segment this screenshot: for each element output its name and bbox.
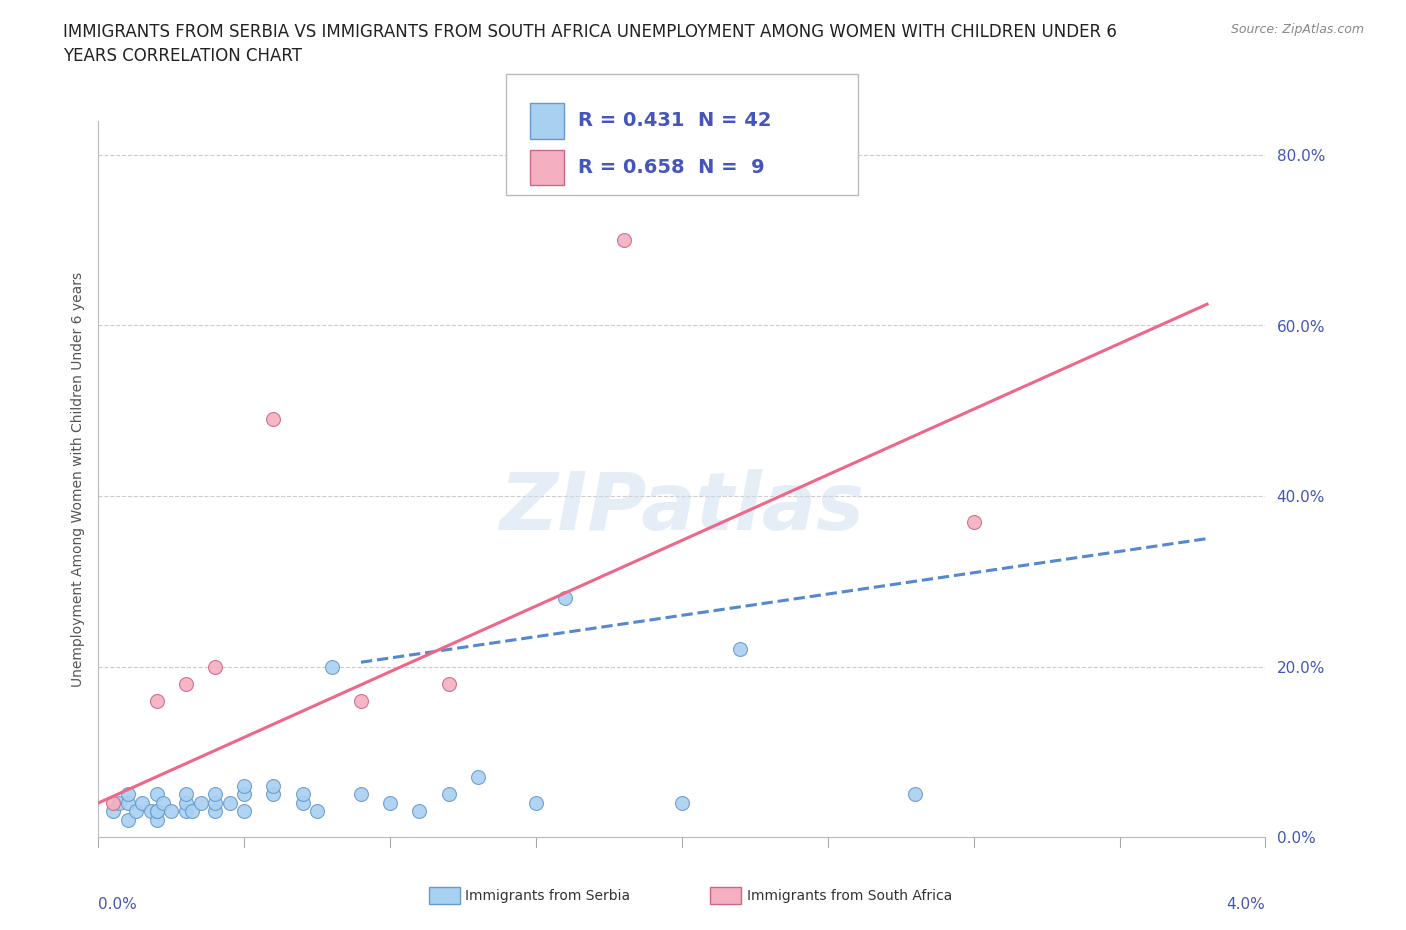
Point xyxy=(204,804,226,819)
Point xyxy=(233,787,256,802)
Point xyxy=(612,232,634,247)
Point xyxy=(174,676,197,691)
Point xyxy=(180,804,202,819)
Point xyxy=(291,795,314,810)
Point xyxy=(146,813,169,828)
Point xyxy=(117,795,139,810)
Y-axis label: Unemployment Among Women with Children Under 6 years: Unemployment Among Women with Children U… xyxy=(70,272,84,686)
Text: Immigrants from South Africa: Immigrants from South Africa xyxy=(747,888,952,903)
Point xyxy=(204,787,226,802)
Point xyxy=(671,795,693,810)
Point xyxy=(350,787,373,802)
Text: ZIPatlas: ZIPatlas xyxy=(499,469,865,547)
Point xyxy=(307,804,329,819)
Point xyxy=(262,787,284,802)
Text: 4.0%: 4.0% xyxy=(1226,897,1265,911)
Point xyxy=(262,778,284,793)
Point xyxy=(174,795,197,810)
Point xyxy=(233,804,256,819)
Point xyxy=(321,659,343,674)
Text: IMMIGRANTS FROM SERBIA VS IMMIGRANTS FROM SOUTH AFRICA UNEMPLOYMENT AMONG WOMEN : IMMIGRANTS FROM SERBIA VS IMMIGRANTS FRO… xyxy=(63,23,1118,65)
Text: R = 0.431  N = 42: R = 0.431 N = 42 xyxy=(578,112,772,130)
Point xyxy=(125,804,148,819)
Point xyxy=(730,642,752,657)
Text: 0.0%: 0.0% xyxy=(98,897,138,911)
Point xyxy=(218,795,240,810)
Point xyxy=(904,787,927,802)
Point xyxy=(437,787,460,802)
Point xyxy=(233,778,256,793)
Point xyxy=(437,676,460,691)
Point xyxy=(174,804,197,819)
Point xyxy=(174,787,197,802)
Point xyxy=(101,804,124,819)
Point xyxy=(408,804,430,819)
Point xyxy=(380,795,402,810)
Point xyxy=(160,804,183,819)
Point xyxy=(467,770,489,785)
Point xyxy=(190,795,212,810)
Point xyxy=(962,514,984,529)
Point xyxy=(204,659,226,674)
Point xyxy=(524,795,547,810)
Point xyxy=(146,804,169,819)
Point xyxy=(146,787,169,802)
Point xyxy=(101,795,124,810)
Point xyxy=(131,795,153,810)
Text: R = 0.658  N =  9: R = 0.658 N = 9 xyxy=(578,158,765,177)
Point xyxy=(350,693,373,708)
Point xyxy=(554,591,576,605)
Point xyxy=(152,795,174,810)
Point xyxy=(108,795,131,810)
Text: Immigrants from Serbia: Immigrants from Serbia xyxy=(465,888,630,903)
Point xyxy=(139,804,162,819)
Point xyxy=(204,795,226,810)
Point xyxy=(117,787,139,802)
Point xyxy=(117,813,139,828)
Text: Source: ZipAtlas.com: Source: ZipAtlas.com xyxy=(1230,23,1364,36)
Point xyxy=(146,804,169,819)
Point xyxy=(146,693,169,708)
Point xyxy=(291,787,314,802)
Point xyxy=(262,412,284,427)
